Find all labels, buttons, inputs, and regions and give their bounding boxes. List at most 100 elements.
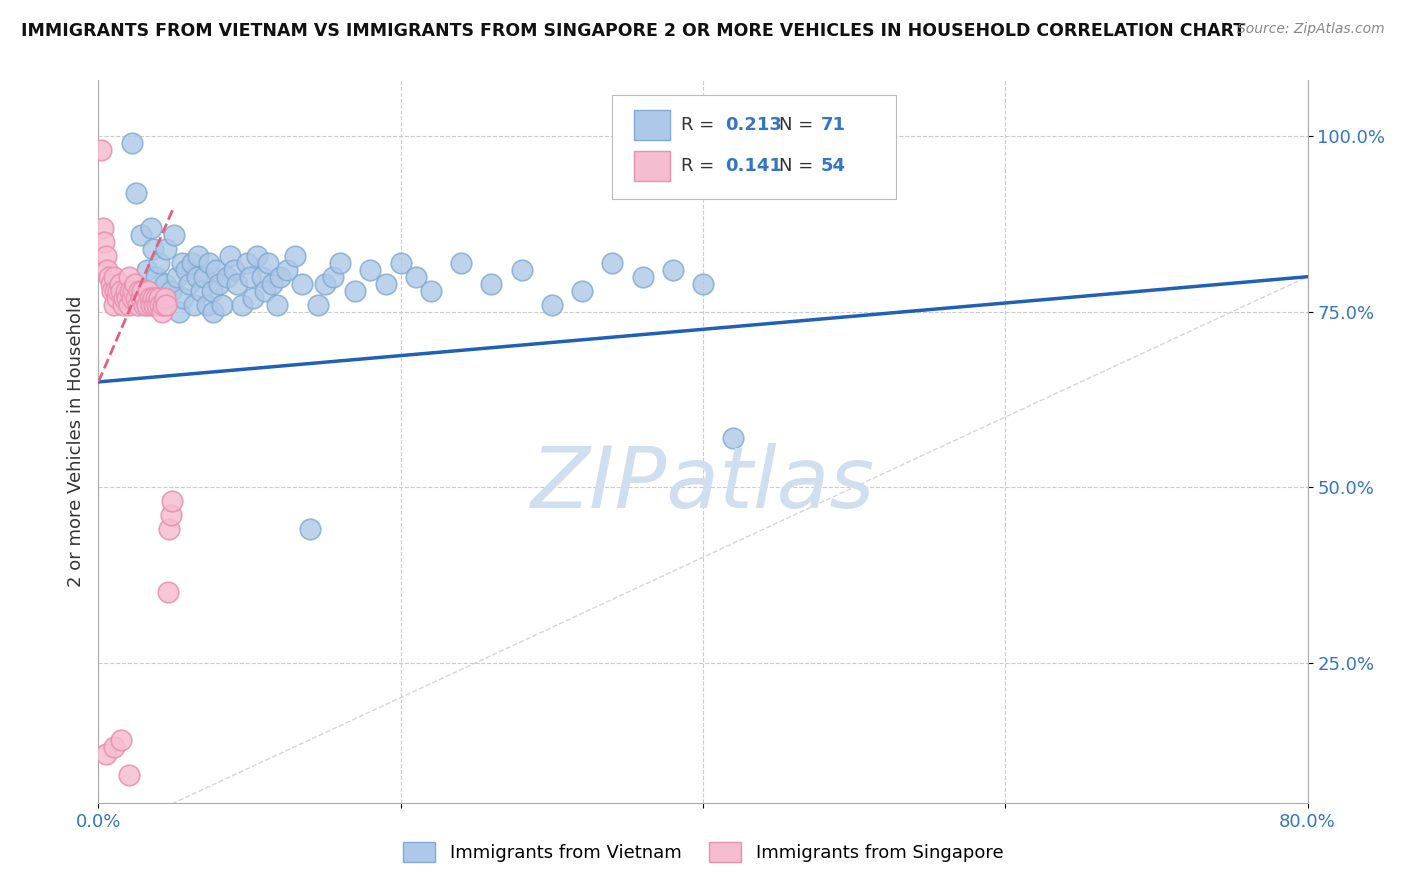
Point: [153, 291, 176, 305]
Point: [129, 291, 152, 305]
Point: [661, 262, 683, 277]
FancyBboxPatch shape: [613, 95, 897, 200]
Point: [153, 277, 176, 291]
Point: [148, 291, 170, 305]
Point: [163, 227, 186, 242]
Point: [692, 277, 714, 291]
Point: [246, 249, 269, 263]
Point: [160, 284, 183, 298]
Point: [108, 277, 131, 291]
Point: [540, 298, 562, 312]
Point: [174, 262, 197, 277]
Point: [211, 298, 233, 312]
Point: [127, 298, 149, 312]
Text: 71: 71: [820, 116, 845, 134]
Text: N =: N =: [779, 157, 820, 175]
Point: [322, 269, 344, 284]
Point: [205, 262, 228, 277]
Point: [250, 269, 273, 284]
Point: [103, 298, 125, 312]
Point: [150, 305, 173, 319]
Point: [172, 291, 194, 305]
Text: 54: 54: [820, 157, 845, 175]
Point: [183, 298, 205, 312]
Point: [235, 255, 257, 269]
Point: [146, 298, 169, 312]
Point: [389, 255, 412, 269]
Point: [190, 284, 212, 298]
FancyBboxPatch shape: [634, 151, 671, 181]
Point: [186, 269, 208, 284]
Point: [167, 305, 190, 319]
Point: [450, 255, 472, 269]
Point: [420, 284, 443, 298]
Point: [121, 291, 143, 305]
Point: [120, 284, 142, 298]
Point: [118, 768, 141, 782]
Point: [98, 269, 121, 284]
Point: [239, 269, 262, 284]
Text: IMMIGRANTS FROM VIETNAM VS IMMIGRANTS FROM SINGAPORE 2 OR MORE VEHICLES IN HOUSE: IMMIGRANTS FROM VIETNAM VS IMMIGRANTS FR…: [21, 22, 1246, 40]
Point: [284, 249, 307, 263]
Point: [162, 494, 184, 508]
Point: [142, 242, 165, 256]
Point: [118, 269, 141, 284]
Point: [156, 585, 179, 599]
Point: [269, 269, 291, 284]
Point: [152, 298, 174, 312]
Point: [101, 284, 124, 298]
Point: [193, 269, 215, 284]
Point: [145, 269, 167, 284]
Point: [201, 284, 224, 298]
Point: [723, 431, 745, 445]
FancyBboxPatch shape: [634, 110, 671, 140]
Point: [160, 508, 183, 523]
Text: N =: N =: [779, 116, 820, 134]
Text: 0.141: 0.141: [724, 157, 782, 175]
Point: [159, 522, 181, 536]
Point: [571, 284, 593, 298]
Point: [105, 291, 128, 305]
Point: [226, 277, 249, 291]
Point: [141, 220, 163, 235]
Point: [145, 291, 167, 305]
Point: [136, 284, 159, 298]
Point: [103, 269, 125, 284]
Point: [329, 255, 352, 269]
Point: [114, 284, 136, 298]
Point: [360, 262, 382, 277]
Text: R =: R =: [682, 157, 720, 175]
Point: [195, 298, 218, 312]
Point: [253, 284, 276, 298]
Point: [155, 298, 177, 312]
Point: [202, 305, 225, 319]
Point: [307, 298, 329, 312]
Point: [242, 291, 264, 305]
Point: [344, 284, 367, 298]
Point: [299, 522, 322, 536]
Point: [107, 284, 129, 298]
Point: [266, 298, 288, 312]
Point: [96, 262, 118, 277]
Point: [256, 255, 278, 269]
Point: [481, 277, 503, 291]
Point: [224, 262, 246, 277]
Point: [139, 291, 162, 305]
Point: [110, 284, 132, 298]
Point: [215, 269, 238, 284]
Point: [132, 298, 155, 312]
Point: [314, 277, 336, 291]
Point: [155, 242, 177, 256]
Point: [135, 298, 157, 312]
Point: [103, 739, 125, 754]
Point: [91, 220, 114, 235]
Point: [510, 262, 533, 277]
Legend: Immigrants from Vietnam, Immigrants from Singapore: Immigrants from Vietnam, Immigrants from…: [395, 834, 1011, 870]
Point: [170, 255, 193, 269]
Y-axis label: 2 or more Vehicles in Household: 2 or more Vehicles in Household: [66, 296, 84, 587]
Point: [149, 298, 172, 312]
Point: [187, 249, 209, 263]
Point: [219, 249, 242, 263]
Point: [121, 136, 143, 151]
Point: [131, 284, 153, 298]
